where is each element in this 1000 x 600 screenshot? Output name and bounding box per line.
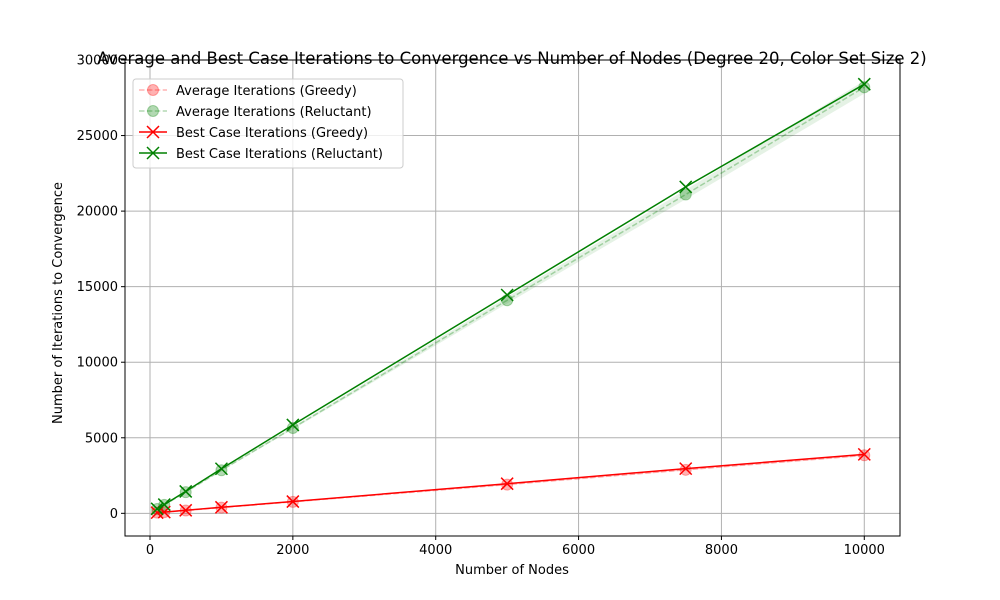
legend-marker <box>147 105 159 117</box>
data-point-stroke <box>286 495 300 509</box>
data-point <box>500 477 514 491</box>
y-axis-label: Number of Iterations to Convergence <box>51 182 66 424</box>
grid <box>125 59 900 536</box>
data-point-stroke <box>150 502 164 516</box>
confidence-bands <box>157 80 865 513</box>
legend-marker <box>146 146 160 160</box>
series-line <box>156 83 865 510</box>
legend-label-avg-reluctant: Average Iterations (Reluctant) <box>176 105 372 120</box>
data-point <box>857 447 871 461</box>
data-point <box>286 418 300 432</box>
data-point-stroke <box>286 418 300 432</box>
x-tick-label: 0 <box>146 543 154 558</box>
data-point-stroke <box>214 500 228 514</box>
data-point <box>857 77 871 91</box>
x-tick-label: 8000 <box>705 543 738 558</box>
series-3 <box>150 77 871 516</box>
data-point-stroke <box>857 77 871 91</box>
axis-ticks: 0 2000 4000 6000 8000 10000 0 5000 10000 15000 200… <box>77 54 885 559</box>
y-tick-label: 10000 <box>77 356 118 371</box>
data-point-stroke <box>500 288 514 302</box>
data-point-stroke <box>146 146 160 160</box>
data-point <box>150 502 164 516</box>
data-point-stroke <box>179 503 193 517</box>
data-point-stroke <box>500 477 514 491</box>
chart-title: Average and Best Case Iterations to Conv… <box>97 49 927 68</box>
data-point-stroke <box>214 462 228 476</box>
data-point <box>157 498 171 512</box>
legend-label-avg-greedy: Average Iterations (Greedy) <box>176 84 357 99</box>
data-point <box>214 462 228 476</box>
data-point <box>679 180 693 194</box>
data-point <box>179 503 193 517</box>
y-tick-label: 30000 <box>77 54 118 69</box>
series-line <box>157 453 865 514</box>
data-point-stroke <box>679 462 693 476</box>
data-point-stroke <box>679 180 693 194</box>
data-point <box>179 484 193 498</box>
legend: Average Iterations (Greedy) Average Iter… <box>132 78 404 169</box>
data-point <box>500 288 514 302</box>
x-tick-label: 10000 <box>844 543 885 558</box>
legend-box <box>132 78 404 169</box>
legend-marker <box>146 125 160 139</box>
data-point-stroke <box>179 484 193 498</box>
data-point <box>679 462 693 476</box>
x-tick-label: 2000 <box>276 543 309 558</box>
legend-label-best-reluctant: Best Case Iterations (Reluctant) <box>176 147 383 162</box>
data-point-stroke <box>146 125 160 139</box>
confidence-band <box>157 80 865 510</box>
data-point-stroke <box>157 498 171 512</box>
data-point <box>501 294 514 307</box>
x-axis-label: Number of Nodes <box>455 563 569 578</box>
y-tick-label: 0 <box>110 507 118 522</box>
legend-label-best-greedy: Best Case Iterations (Greedy) <box>176 126 368 141</box>
data-point <box>679 463 692 476</box>
data-point <box>214 500 228 514</box>
plot-frame <box>124 59 901 537</box>
x-tick-label: 4000 <box>419 543 452 558</box>
y-tick-label: 15000 <box>77 280 118 295</box>
data-point-stroke <box>857 447 871 461</box>
series-lines <box>150 77 871 520</box>
y-tick-label: 25000 <box>77 129 118 144</box>
data-point <box>286 495 300 509</box>
y-tick-label: 20000 <box>77 205 118 220</box>
x-tick-label: 6000 <box>562 543 595 558</box>
y-tick-label: 5000 <box>85 431 118 446</box>
data-point <box>679 188 692 201</box>
series-2 <box>150 447 871 520</box>
legend-marker <box>147 84 159 96</box>
